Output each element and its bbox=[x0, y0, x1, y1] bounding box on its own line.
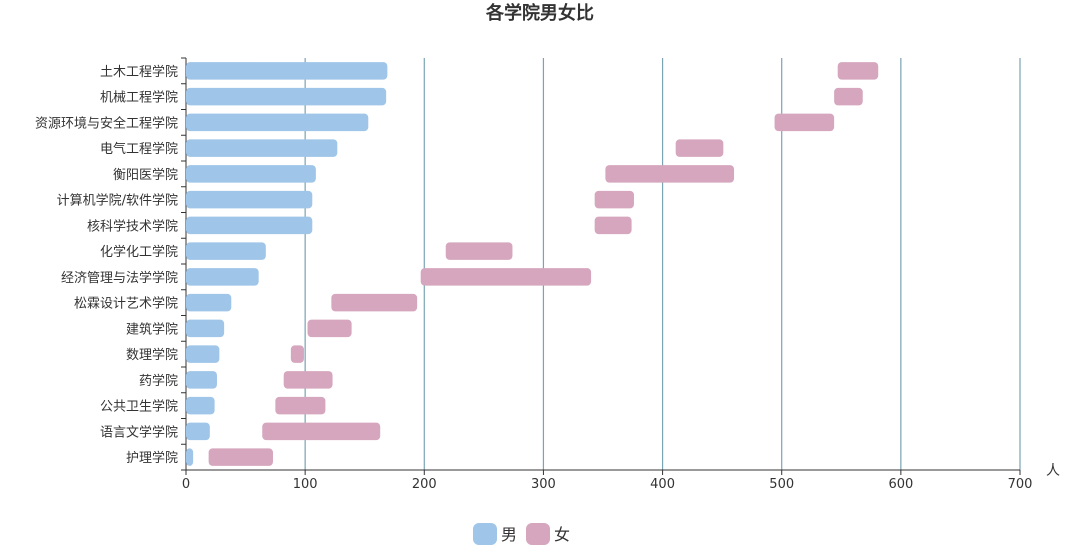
y-category-label: 化学化工学院 bbox=[100, 244, 178, 260]
bar-male[interactable] bbox=[186, 190, 313, 209]
y-category-label: 护理学院 bbox=[126, 450, 178, 466]
y-category-label: 衡阳医学院 bbox=[113, 167, 178, 183]
bar-female[interactable] bbox=[208, 448, 273, 466]
bar-female[interactable] bbox=[594, 190, 634, 209]
x-tick-label: 100 bbox=[293, 477, 318, 492]
legend-item-female[interactable]: 女 bbox=[526, 523, 570, 545]
bar-male[interactable] bbox=[186, 293, 232, 312]
bar-male[interactable] bbox=[186, 165, 316, 183]
bar-female[interactable] bbox=[445, 242, 513, 260]
bar-male[interactable] bbox=[186, 371, 217, 389]
legend-item-male[interactable]: 男 bbox=[473, 523, 517, 545]
y-category-label: 机械工程学院 bbox=[100, 90, 178, 106]
bar-female[interactable] bbox=[605, 165, 735, 183]
x-axis-unit-label: 人 bbox=[1046, 463, 1060, 479]
x-tick-label: 0 bbox=[182, 477, 190, 492]
bar-male[interactable] bbox=[186, 139, 338, 157]
legend-swatch-female[interactable] bbox=[526, 523, 550, 545]
bars-layer bbox=[186, 62, 879, 466]
y-category-label: 电气工程学院 bbox=[100, 141, 178, 157]
bar-female[interactable] bbox=[331, 293, 418, 312]
x-tick-label: 700 bbox=[1008, 477, 1033, 492]
bar-female[interactable] bbox=[275, 396, 326, 415]
legend-label-female[interactable]: 女 bbox=[554, 525, 570, 544]
bar-female[interactable] bbox=[675, 139, 724, 157]
y-category-label: 经济管理与法学学院 bbox=[61, 270, 178, 286]
axis-layer: 0 100 200 300 400 500 600 700 土木工程学院机械工程学院资源环境与安… bbox=[35, 57, 1033, 492]
y-category-label: 公共卫生学院 bbox=[100, 399, 178, 415]
bar-male[interactable] bbox=[186, 87, 387, 106]
y-category-label: 土木工程学院 bbox=[100, 64, 178, 80]
x-tick-label: 200 bbox=[412, 477, 437, 492]
chart-title: 各学院男女比 bbox=[485, 2, 594, 24]
bar-male[interactable] bbox=[186, 345, 220, 363]
grid-layer bbox=[304, 58, 1021, 470]
y-category-label: 建筑学院 bbox=[126, 321, 178, 337]
x-tick-label: 500 bbox=[769, 477, 794, 492]
legend: 男 女 bbox=[473, 523, 570, 545]
y-category-label: 资源环境与安全工程学院 bbox=[35, 115, 178, 131]
x-tick-label: 400 bbox=[650, 477, 675, 492]
bar-male[interactable] bbox=[186, 319, 225, 338]
legend-label-male[interactable]: 男 bbox=[501, 525, 517, 544]
bar-male[interactable] bbox=[186, 113, 369, 132]
bar-female[interactable] bbox=[774, 113, 835, 132]
bar-male[interactable] bbox=[186, 268, 259, 286]
y-category-label: 药学院 bbox=[139, 373, 178, 389]
bar-female[interactable] bbox=[262, 422, 381, 441]
bar-male[interactable] bbox=[186, 448, 194, 466]
bar-female[interactable] bbox=[283, 371, 333, 389]
bar-male[interactable] bbox=[186, 422, 210, 441]
bar-female[interactable] bbox=[837, 62, 879, 80]
bar-female[interactable] bbox=[307, 319, 352, 338]
y-category-label: 数理学院 bbox=[126, 347, 178, 363]
bar-male[interactable] bbox=[186, 62, 388, 80]
x-tick-label: 300 bbox=[531, 477, 556, 492]
y-category-label: 语言文学学院 bbox=[100, 424, 178, 440]
bar-male[interactable] bbox=[186, 242, 266, 260]
bar-female[interactable] bbox=[594, 216, 632, 235]
x-tick-label: 600 bbox=[888, 477, 913, 492]
y-category-label: 计算机学院/软件学院 bbox=[57, 193, 178, 209]
bar-female[interactable] bbox=[420, 268, 592, 286]
bar-male[interactable] bbox=[186, 396, 215, 415]
bar-female[interactable] bbox=[290, 345, 304, 363]
bar-male[interactable] bbox=[186, 216, 313, 235]
bar-female[interactable] bbox=[834, 87, 863, 106]
y-category-label: 核科学技术学院 bbox=[87, 218, 178, 234]
y-category-label: 松霖设计艺术学院 bbox=[74, 296, 178, 312]
legend-swatch-male[interactable] bbox=[473, 523, 497, 545]
